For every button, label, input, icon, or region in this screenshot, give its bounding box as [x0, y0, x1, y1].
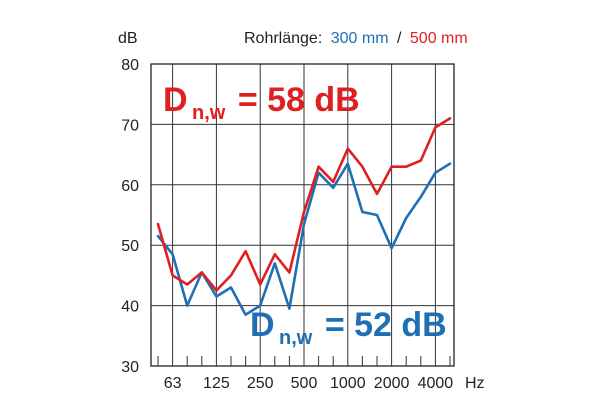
y-tick-labels: 30 40 50 60 70 80: [121, 57, 139, 376]
y-tick-label: 60: [121, 178, 139, 195]
x-tick-label: 1000: [330, 375, 366, 392]
legend-entry-300mm: 300 mm: [331, 30, 389, 47]
y-tick-label: 30: [121, 359, 139, 376]
x-axis-label: Hz: [465, 375, 485, 392]
y-tick-label: 70: [121, 117, 139, 134]
plot-frame: [150, 63, 455, 367]
legend: Rohrlänge: 300 mm / 500 mm: [244, 30, 468, 47]
x-tick-label: 250: [247, 375, 274, 392]
annotation-blue: D n,w = 52 dB: [250, 306, 447, 349]
legend-separator: /: [397, 30, 402, 47]
annotation-blue-subscript: n,w: [279, 327, 313, 349]
annotation-blue-value: = 52 dB: [325, 306, 447, 344]
legend-entry-500mm: 500 mm: [410, 30, 468, 47]
series-lines: [156, 117, 452, 317]
y-tick-label: 40: [121, 299, 139, 316]
x-tick-label: 63: [164, 375, 182, 392]
x-minor-ticks: [157, 356, 451, 366]
annotation-red: D n,w = 58 dB: [163, 81, 360, 124]
grid-lines: [151, 64, 454, 366]
annotation-red-base: D: [163, 81, 188, 119]
y-tick-label: 50: [121, 238, 139, 255]
y-axis-label: dB: [118, 30, 138, 47]
x-tick-label: 4000: [418, 375, 454, 392]
legend-prefix: Rohrlänge:: [244, 30, 322, 47]
x-tick-label: 500: [291, 375, 318, 392]
x-tick-labels: 63 125 250 500 1000 2000 4000: [164, 375, 454, 392]
annotation-blue-base: D: [250, 306, 275, 344]
x-tick-label: 125: [203, 375, 230, 392]
y-tick-label: 80: [121, 57, 139, 74]
x-tick-label: 2000: [374, 375, 410, 392]
series-line-500mm: [156, 117, 452, 292]
annotation-red-value: = 58 dB: [238, 81, 360, 119]
annotation-red-subscript: n,w: [192, 102, 226, 124]
